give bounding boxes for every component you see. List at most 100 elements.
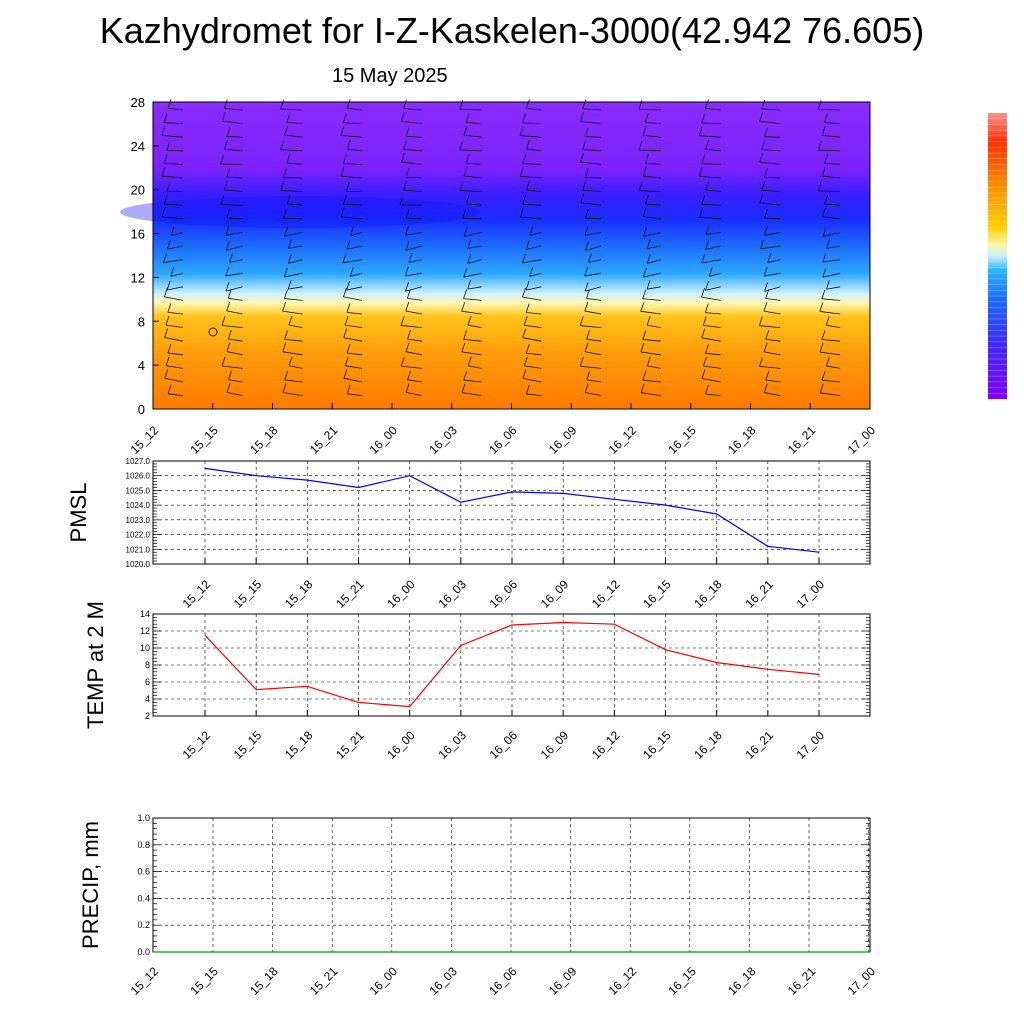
wind-barb — [282, 310, 303, 315]
wind-barb — [818, 190, 841, 192]
wind-barb-flag — [288, 239, 292, 249]
wind-barb-flag — [463, 370, 468, 381]
chart-date: 15 May 2025 — [332, 65, 448, 87]
y-tick-label: 14 — [140, 609, 150, 619]
wind-barb — [824, 122, 841, 124]
wind-barb-flag — [698, 167, 703, 177]
wind-barb-flag — [467, 356, 472, 366]
wind-barb — [701, 204, 721, 206]
wind-barb — [764, 272, 781, 277]
y-axis-label: TEMP at 2 M — [83, 601, 108, 729]
wind-barb-flag — [702, 316, 707, 326]
wind-barb-flag — [764, 127, 768, 137]
wind-barb-flag — [465, 194, 470, 205]
wind-barb — [468, 365, 482, 369]
wind-barb-flag — [346, 139, 351, 150]
wind-barb — [166, 365, 183, 369]
wind-barb — [765, 379, 781, 383]
wind-barb-flag — [642, 207, 647, 217]
wind-barb-flag — [340, 126, 345, 136]
wind-barb — [167, 393, 183, 396]
wind-barb — [699, 176, 721, 179]
wind-barb — [525, 286, 542, 291]
x-tick-label: 16_06 — [487, 577, 521, 611]
wind-barb-flag — [761, 181, 766, 191]
wind-barb-flag — [166, 240, 171, 250]
wind-barb — [461, 392, 482, 396]
heatmap-core — [120, 196, 480, 228]
wind-barb — [463, 134, 482, 138]
wind-barb — [284, 272, 303, 278]
wind-barb — [226, 217, 243, 220]
wind-barb-flag — [467, 254, 472, 264]
wind-barb — [520, 175, 542, 179]
wind-barb-flag — [646, 254, 651, 264]
wind-barb-flag — [640, 342, 645, 353]
wind-barb — [761, 149, 781, 152]
wind-barb — [346, 286, 363, 291]
wind-barb — [759, 161, 781, 165]
wind-barb-flag — [400, 112, 405, 122]
wind-barb-flag — [584, 383, 589, 393]
wind-barb — [226, 391, 243, 396]
wind-barb-flag — [161, 126, 166, 136]
wind-barb-flag — [759, 357, 763, 367]
wind-barb — [759, 202, 781, 206]
heatmap-x-tick-label: 16_09 — [546, 423, 580, 457]
x-tick-label: 16_15 — [640, 728, 674, 762]
wind-barb-flag — [638, 140, 643, 151]
wind-barb — [222, 120, 243, 124]
wind-barb-flag — [405, 168, 410, 178]
wind-barb — [524, 365, 542, 369]
wind-barb-flag — [522, 154, 526, 164]
wind-barb-flag — [163, 154, 168, 164]
wind-barb-flag — [405, 208, 410, 219]
wind-barb-flag — [582, 180, 587, 191]
wind-barb-flag — [163, 253, 167, 263]
wind-barb-flag — [522, 287, 526, 298]
y-tick-label: 1021.0 — [126, 545, 151, 554]
wind-barb-flag — [526, 180, 530, 190]
wind-barb — [284, 379, 303, 383]
wind-barb — [526, 189, 542, 192]
wind-barb-flag — [701, 253, 706, 264]
wind-barb-flag — [459, 140, 464, 151]
wind-barb — [405, 351, 422, 356]
wind-barb — [347, 352, 363, 356]
wind-barb — [522, 296, 542, 301]
x-tick-label: 16_21 — [742, 577, 776, 611]
y-tick-label: 0.8 — [137, 840, 150, 850]
heatmap-x-tick-label: 17_00 — [845, 423, 879, 457]
wind-barb-flag — [703, 356, 707, 367]
y-axis-label: PMSL — [66, 483, 91, 543]
wind-barb-flag — [824, 113, 828, 123]
wind-barb — [228, 297, 243, 301]
wind-barb-flag — [284, 370, 289, 381]
wind-barb — [343, 296, 363, 301]
wind-barb — [645, 162, 661, 165]
wind-barb — [164, 163, 183, 165]
wind-barb — [705, 245, 721, 250]
wind-barb-flag — [343, 328, 348, 338]
wind-barb-flag — [343, 369, 348, 379]
wind-barb — [822, 379, 841, 383]
wind-barb-flag — [819, 383, 824, 393]
wind-barb-flag — [701, 113, 706, 124]
wind-barb — [826, 365, 841, 369]
wind-barb — [645, 203, 661, 206]
y-tick-label: 10 — [140, 643, 150, 653]
wind-barb-flag — [819, 342, 824, 353]
wind-barb — [586, 379, 602, 383]
wind-barb-flag — [221, 316, 226, 326]
wind-barb — [407, 379, 422, 383]
wind-barb — [288, 259, 303, 264]
wind-barb — [647, 324, 661, 328]
wind-barb-flag — [223, 140, 228, 150]
wind-barb — [529, 272, 542, 277]
line-panel-1: 1020.0 1021.0 1022.0 1023.0 1024.0 1025.0 1026… — [66, 457, 871, 611]
wind-barb — [764, 351, 781, 356]
wind-barb — [340, 175, 363, 179]
wind-barb — [406, 217, 422, 220]
wind-barb — [764, 177, 781, 179]
wind-barb — [822, 232, 841, 237]
